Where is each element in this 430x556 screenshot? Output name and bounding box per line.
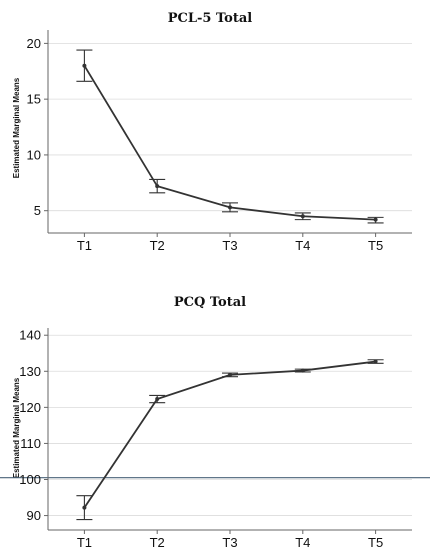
- x-tick-label: T3: [222, 238, 237, 253]
- data-point: [373, 359, 378, 364]
- x-tick-label: T1: [77, 238, 92, 253]
- data-point: [228, 372, 232, 377]
- data-point: [300, 214, 305, 219]
- y-tick-label: 140: [19, 328, 41, 343]
- chart-pcq: PCQ Total Estimated Marginal Means 90 100…: [0, 295, 430, 550]
- x-tick-labels: T1 T2 T3 T4 T5: [77, 238, 383, 253]
- x-tick-label: T5: [368, 535, 383, 550]
- data-point: [228, 205, 232, 210]
- y-tick-label: 90: [27, 508, 41, 523]
- data-point: [300, 368, 305, 373]
- chart-title: PCL-5 Total: [168, 11, 253, 26]
- x-tick-label: T5: [368, 238, 383, 253]
- series-line: [76, 49, 384, 224]
- y-tick-label: 20: [27, 36, 41, 51]
- gridlines: [48, 334, 412, 516]
- y-tick-labels: 90 100 110 120 130 140: [19, 328, 41, 523]
- series-path: [83, 360, 376, 509]
- gridlines: [48, 42, 412, 212]
- x-tick-label: T3: [222, 535, 237, 550]
- y-tick-labels: 5 10 15 20: [27, 36, 41, 218]
- series-path: [83, 65, 376, 221]
- data-point: [155, 184, 160, 189]
- x-tick-label: T4: [295, 238, 310, 253]
- data-point: [82, 63, 87, 68]
- chart-title: PCQ Total: [174, 295, 246, 310]
- y-tick-label: 10: [27, 147, 41, 162]
- y-tick-label: 120: [19, 400, 41, 415]
- data-point: [155, 397, 160, 402]
- axes: [44, 328, 412, 534]
- axes: [44, 30, 412, 237]
- x-tick-label: T1: [77, 535, 92, 550]
- y-axis-label: Estimated Marginal Means: [12, 77, 21, 178]
- y-tick-label: 100: [19, 472, 41, 487]
- y-tick-label: 110: [20, 436, 41, 451]
- y-tick-label: 5: [34, 203, 41, 218]
- data-point: [373, 217, 378, 222]
- x-tick-label: T2: [150, 238, 165, 253]
- chart-pcl5: PCL-5 Total Estimated Marginal Means 5 10…: [12, 11, 412, 253]
- data-point: [82, 505, 87, 510]
- x-tick-labels: T1 T2 T3 T4 T5: [77, 535, 383, 550]
- series-line: [76, 359, 384, 521]
- y-tick-label: 15: [27, 92, 41, 107]
- x-tick-label: T4: [295, 535, 310, 550]
- y-tick-label: 130: [19, 364, 41, 379]
- x-tick-label: T2: [150, 535, 165, 550]
- y-axis-label: Estimated Marginal Means: [12, 377, 21, 478]
